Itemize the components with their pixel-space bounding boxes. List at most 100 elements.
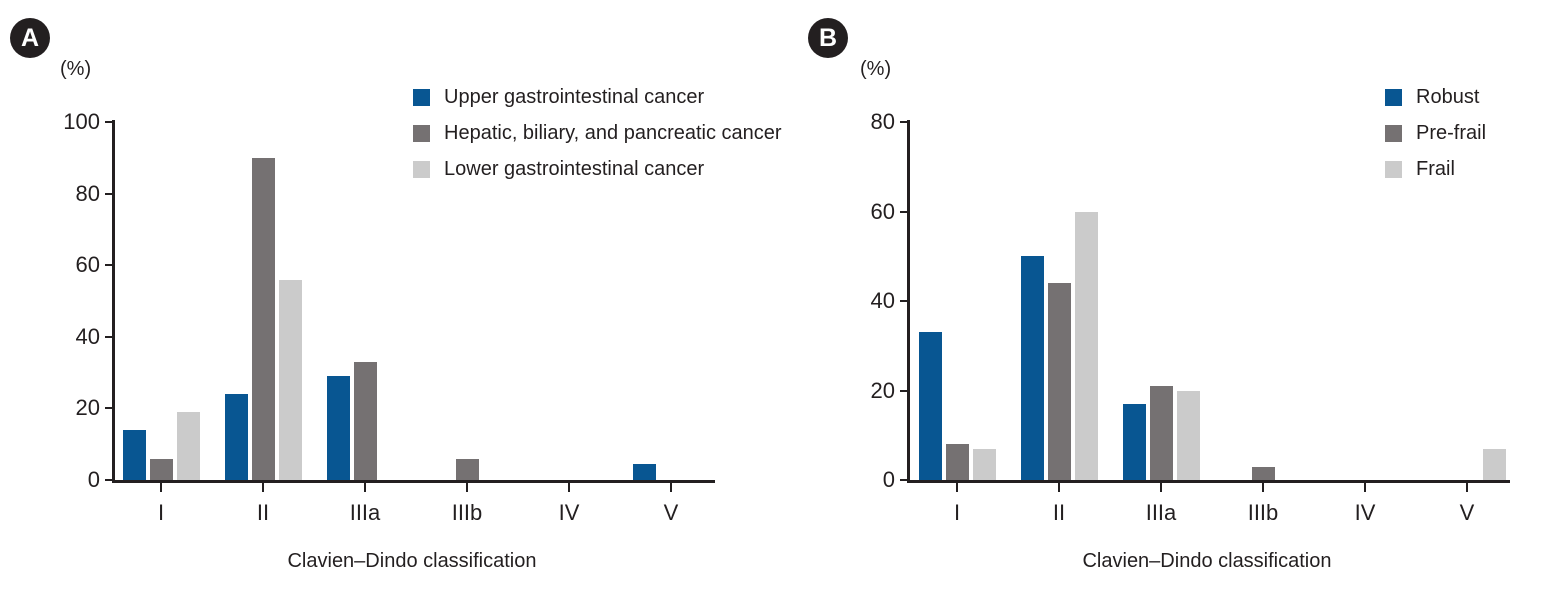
bar-I-hepatic-biliary-and-pancreatic-cancer [149,458,173,480]
y-tick-40 [105,335,113,338]
bar-V-upper-gastrointestinal-cancer [632,463,656,480]
bar-II-pre-frail [1047,283,1071,480]
bar-II-hepatic-biliary-and-pancreatic-cancer [251,157,275,480]
bar-IIIb-hepatic-biliary-and-pancreatic-cancer [455,458,479,480]
legend-item-label: Robust [1416,86,1480,108]
x-tick-IIIb [466,483,468,492]
y-tick-label-60: 60 [870,198,895,224]
y-tick-label-80: 80 [870,109,895,134]
bar-II-lower-gastrointestinal-cancer [278,279,302,480]
y-tick-label-20: 20 [75,395,100,421]
y-tick-80 [105,192,113,195]
panel-a: A (%) I II IIIa IIIb IV V 0 20 40 60 80 100 Upper g… [10,18,782,572]
x-tick-IV [568,483,570,492]
x-tick-II [262,483,264,492]
legend-item-label: Frail [1416,158,1455,180]
bar-IIIa-frail [1176,390,1200,480]
y-tick-label-40: 40 [870,288,895,313]
legend-item: Upper gastrointestinal cancer [413,86,782,108]
y-tick-40 [900,300,908,302]
bar-chart-a: I II IIIa IIIb IV V 0 20 40 60 80 100 [63,111,715,524]
legend-swatch-icon [1385,88,1402,106]
x-tick-IIIa [1160,483,1162,492]
legend-item-label: Lower gastrointestinal cancer [444,158,705,180]
bar-II-robust [1020,256,1044,480]
bar-chart-b: I II IIIa IIIb IV V 0 20 40 60 80 [871,111,1510,524]
y-tick-label-40: 40 [75,323,100,349]
bar-IIIa-pre-frail [1149,386,1173,480]
y-tick-60 [900,210,908,213]
legend-swatch-icon [413,160,430,178]
bar-I-upper-gastrointestinal-cancer [122,429,146,480]
x-tick-I [956,483,958,492]
bar-I-pre-frail [945,444,969,480]
x-tick-label-II: II [1052,500,1066,525]
x-tick-IIIb [1262,483,1264,492]
panel-a-y-unit-label: (%) [60,58,92,80]
bar-I-lower-gastrointestinal-cancer [176,411,200,480]
x-tick-label-IV: IV [558,500,580,525]
x-tick-label-IIIa: IIIa [349,500,381,525]
x-axis-line [907,480,1510,483]
y-axis-line [112,120,115,483]
panel-b-badge: B [808,18,848,58]
x-tick-label-IIIb: IIIb [451,500,483,525]
y-tick-label-60: 60 [75,252,100,278]
y-axis-line [907,120,910,483]
legend-b: Robust Pre-frail Frail [1385,86,1487,196]
x-tick-label-I: I [157,500,165,525]
x-tick-label-IV: IV [1354,500,1376,525]
y-tick-60 [105,264,113,267]
legend-item: Robust [1385,86,1486,108]
bar-I-robust [918,332,942,480]
x-tick-V [670,483,672,492]
legend-item-label: Pre-frail [1416,122,1487,144]
y-tick-label-20: 20 [870,377,895,403]
y-tick-80 [900,121,908,123]
x-axis-line [112,480,715,483]
legend-a: Upper gastrointestinal cancer Hepatic, bi… [413,86,782,196]
panel-b-x-axis-title: Clavien–Dindo classification [1082,550,1332,572]
legend-swatch-icon [1385,124,1402,142]
x-tick-V [1466,483,1468,492]
panel-a-x-axis-title: Clavien–Dindo classification [287,550,537,572]
y-tick-label-100: 100 [63,109,100,134]
y-tick-label-0: 0 [87,467,100,492]
x-tick-label-V: V [663,500,679,525]
legend-item-label: Hepatic, biliary, and pancreatic cancer [444,122,782,144]
x-tick-IV [1364,483,1366,492]
y-tick-20 [105,407,113,410]
bar-II-upper-gastrointestinal-cancer [224,394,248,480]
y-tick-0 [105,479,113,481]
legend-item: Pre-frail [1385,122,1487,144]
x-tick-I [160,483,162,492]
panel-b: B (%) I II IIIa IIIb IV V 0 20 40 60 80 Robust Pre-… [800,0,1543,596]
x-tick-label-IIIa: IIIa [1145,500,1177,525]
panel-b-y-unit-label: (%) [860,58,892,80]
bar-I-frail [972,448,996,480]
x-tick-II [1058,483,1060,492]
y-tick-label-80: 80 [75,180,100,206]
x-tick-label-V: V [1459,500,1475,525]
x-tick-IIIa [364,483,366,492]
y-tick-20 [900,389,908,392]
legend-item: Frail [1385,158,1486,180]
legend-item: Hepatic, biliary, and pancreatic cancer [413,122,782,144]
x-tick-label-I: I [953,500,961,525]
legend-item: Lower gastrointestinal cancer [413,158,782,180]
bar-V-frail [1482,448,1506,480]
y-tick-label-0: 0 [882,467,895,492]
legend-swatch-icon [413,88,430,106]
bar-IIIb-pre-frail [1251,466,1275,480]
x-tick-label-II: II [256,500,270,525]
x-tick-label-IIIb: IIIb [1247,500,1279,525]
bar-IIIa-upper-gastrointestinal-cancer [326,376,350,480]
y-tick-0 [900,479,908,481]
legend-swatch-icon [413,124,430,142]
y-tick-100 [105,121,113,123]
panel-a-badge: A [10,18,50,58]
legend-item-label: Upper gastrointestinal cancer [444,86,705,108]
legend-swatch-icon [1385,160,1402,178]
bar-IIIa-robust [1122,403,1146,480]
